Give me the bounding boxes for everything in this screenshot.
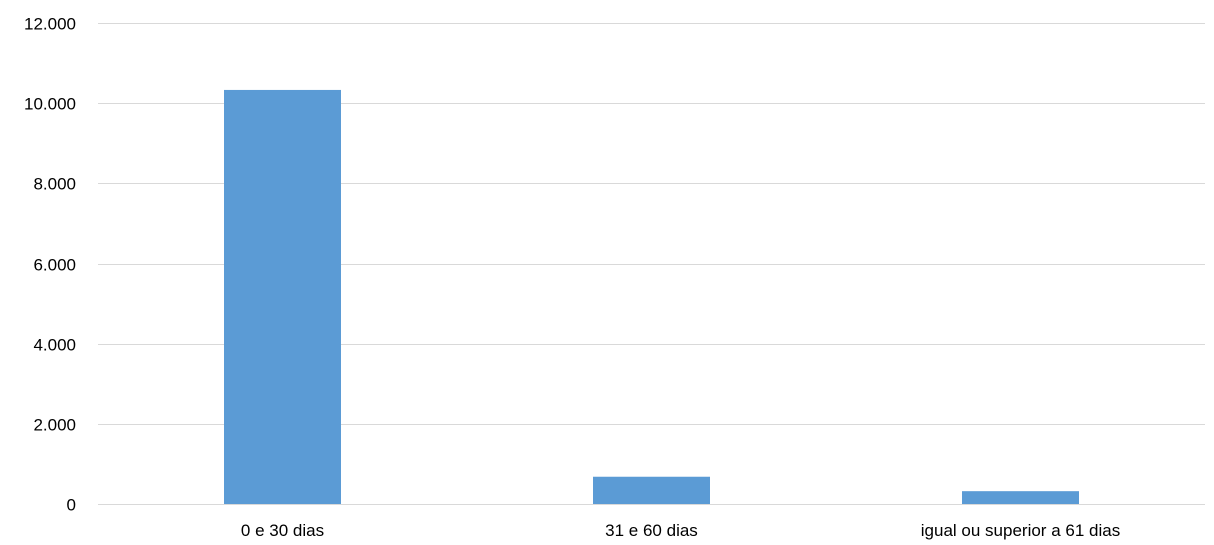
bar <box>593 476 710 504</box>
y-tick-label: 8.000 <box>33 175 76 194</box>
y-tick-label: 4.000 <box>33 336 76 355</box>
bar <box>224 89 341 505</box>
y-tick-label: 10.000 <box>24 95 76 114</box>
y-tick-label: 0 <box>67 496 76 515</box>
bars <box>224 89 1079 505</box>
y-axis-tick-labels: 0 2.000 4.000 6.000 8.000 10.000 12.000 <box>24 15 76 515</box>
y-tick-label: 6.000 <box>33 256 76 275</box>
y-tick-label: 12.000 <box>24 15 76 34</box>
x-tick-label: 0 e 30 dias <box>241 521 324 540</box>
x-axis-tick-labels: 0 e 30 dias 31 e 60 dias igual ou superior… <box>241 521 1120 540</box>
y-tick-label: 2.000 <box>33 416 76 435</box>
x-tick-label: igual ou superior a 61 dias <box>921 521 1120 540</box>
bar <box>962 491 1079 504</box>
x-tick-label: 31 e 60 dias <box>605 521 698 540</box>
